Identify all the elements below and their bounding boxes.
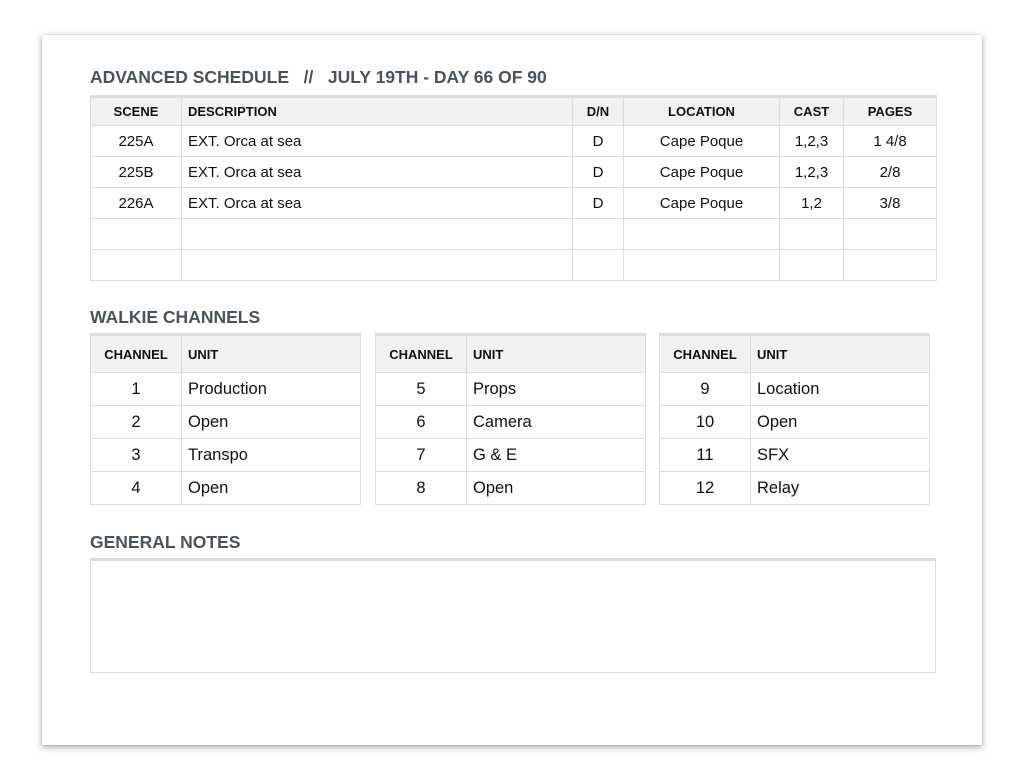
general-notes-field[interactable] [90,558,936,673]
schedule-cell: D [572,125,624,157]
schedule-cell [623,218,780,250]
notes-title: GENERAL NOTES [90,532,241,552]
schedule-cell: EXT. Orca at sea [181,125,573,157]
unit-name: Open [181,471,361,505]
walkie-row: 1 Production [90,372,361,406]
walkie-row: 8 Open [375,471,646,505]
schedule-row: 225B EXT. Orca at sea D Cape Poque 1,2,3 2/8 [90,156,937,188]
schedule-cell [90,249,182,281]
schedule-cell [779,218,844,250]
call-sheet-page: ADVANCED SCHEDULE // JULY 19TH - DAY 66 … [42,35,982,745]
schedule-cell [181,249,573,281]
schedule-row: 226A EXT. Orca at sea D Cape Poque 1,2 3/8 [90,187,937,219]
schedule-cell: EXT. Orca at sea [181,187,573,219]
walkie-row: 2 Open [90,405,361,439]
walkie-row: 10 Open [659,405,930,439]
schedule-row: 225A EXT. Orca at sea D Cape Poque 1,2,3 1 4/… [90,125,937,157]
column-header: UNIT [750,333,930,373]
unit-name: Relay [750,471,930,505]
schedule-cell: Cape Poque [623,125,780,157]
unit-name: Props [466,372,646,406]
channel-number: 11 [659,438,751,472]
schedule-cell: 2/8 [843,156,937,188]
schedule-cell [623,249,780,281]
column-header: UNIT [466,333,646,373]
unit-name: Transpo [181,438,361,472]
column-header: LOCATION [623,95,780,126]
walkie-row: 11 SFX [659,438,930,472]
channel-number: 8 [375,471,467,505]
column-header: CHANNEL [375,333,467,373]
column-header: CAST [779,95,844,126]
unit-name: Production [181,372,361,406]
schedule-cell [779,249,844,281]
schedule-cell [572,249,624,281]
column-header: CHANNEL [659,333,751,373]
channel-number: 3 [90,438,182,472]
schedule-cell: 1,2 [779,187,844,219]
walkie-row: 12 Relay [659,471,930,505]
schedule-cell [843,218,937,250]
walkie-row: 9 Location [659,372,930,406]
walkie-row: 5 Props [375,372,646,406]
walkie-table: CHANNEL UNIT 5 Props 6 Camera 7 G & E 8 Open [375,333,646,505]
schedule-cell: Cape Poque [623,156,780,188]
schedule-cell: 226A [90,187,182,219]
unit-name: Location [750,372,930,406]
walkie-table: CHANNEL UNIT 9 Location 10 Open 11 SFX 12 Relay [659,333,930,505]
walkie-row: 6 Camera [375,405,646,439]
column-header: PAGES [843,95,937,126]
schedule-cell: 225B [90,156,182,188]
walkie-row: 4 Open [90,471,361,505]
schedule-cell [572,218,624,250]
unit-name: Open [181,405,361,439]
channel-number: 1 [90,372,182,406]
channel-number: 7 [375,438,467,472]
channel-number: 2 [90,405,182,439]
walkie-table: CHANNEL UNIT 1 Production 2 Open 3 Transpo 4 Open [90,333,361,505]
channel-number: 6 [375,405,467,439]
schedule-cell: D [572,187,624,219]
schedule-cell: 1,2,3 [779,156,844,188]
schedule-row [90,249,937,281]
unit-name: Camera [466,405,646,439]
schedule-title: ADVANCED SCHEDULE // JULY 19TH - DAY 66 … [90,67,547,87]
schedule-cell: Cape Poque [623,187,780,219]
column-header: SCENE [90,95,182,126]
schedule-cell: 1,2,3 [779,125,844,157]
schedule-cell: 1 4/8 [843,125,937,157]
schedule-row [90,218,937,250]
column-header: UNIT [181,333,361,373]
unit-name: Open [750,405,930,439]
channel-number: 9 [659,372,751,406]
unit-name: G & E [466,438,646,472]
column-header: CHANNEL [90,333,182,373]
unit-name: Open [466,471,646,505]
schedule-cell: 3/8 [843,187,937,219]
channel-number: 10 [659,405,751,439]
column-header: D/N [572,95,624,126]
schedule-cell [181,218,573,250]
channel-number: 12 [659,471,751,505]
schedule-table: SCENE DESCRIPTION D/N LOCATION CAST PAGES 225A… [90,95,937,281]
channel-number: 4 [90,471,182,505]
schedule-cell: 225A [90,125,182,157]
unit-name: SFX [750,438,930,472]
schedule-cell: EXT. Orca at sea [181,156,573,188]
channel-number: 5 [375,372,467,406]
schedule-cell [843,249,937,281]
walkie-title: WALKIE CHANNELS [90,307,261,327]
walkie-row: 3 Transpo [90,438,361,472]
column-header: DESCRIPTION [181,95,573,126]
schedule-cell [90,218,182,250]
schedule-cell: D [572,156,624,188]
